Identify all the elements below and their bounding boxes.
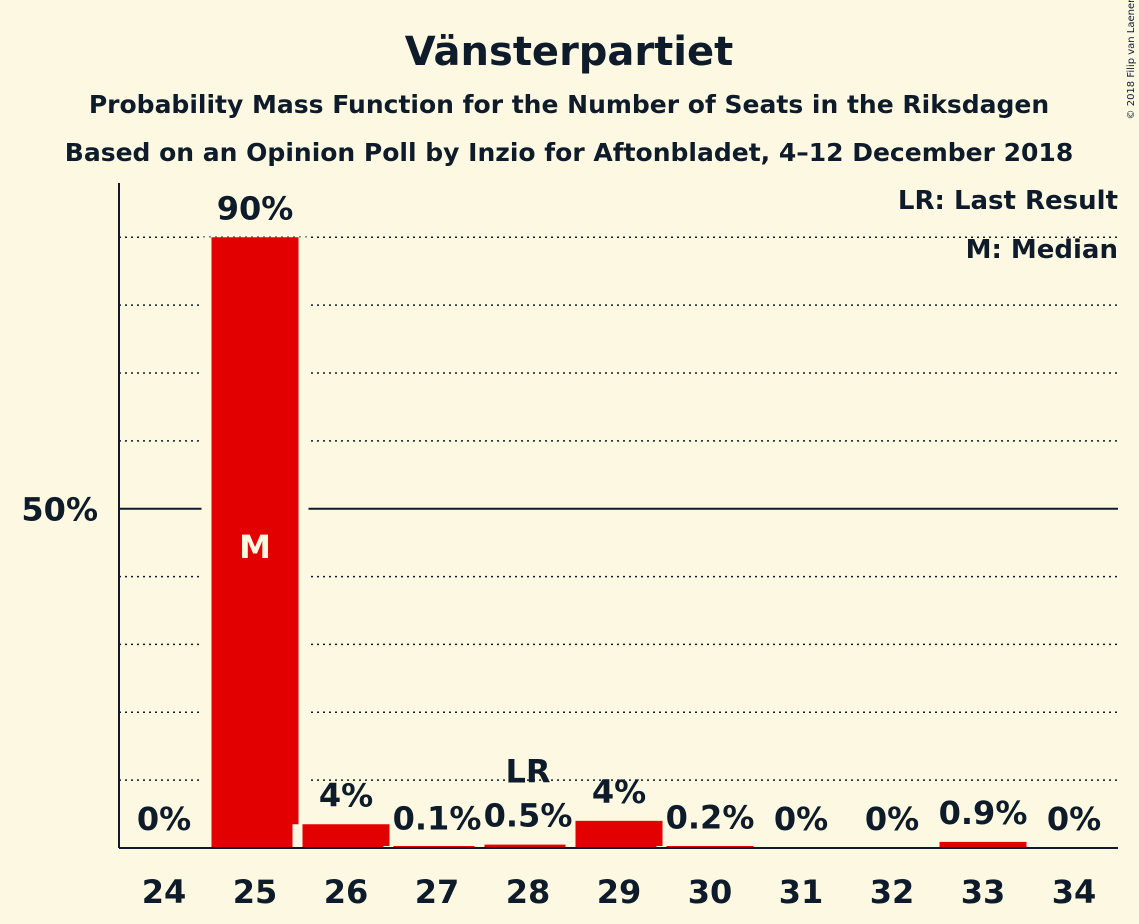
bar-seats-33 (939, 841, 1027, 848)
bars (201, 237, 1037, 849)
x-tick-label: 27 (415, 873, 460, 911)
value-label-34: 0% (1047, 800, 1101, 838)
x-tick-label: 32 (870, 873, 915, 911)
y-tick-label: 50% (21, 491, 98, 529)
value-label-25: 90% (217, 189, 294, 227)
last-result-marker: LR (505, 753, 550, 791)
bar-seats-25 (211, 237, 299, 849)
x-tick-label: 28 (506, 873, 551, 911)
value-label-29: 4% (592, 773, 646, 811)
x-tick-label: 31 (779, 873, 824, 911)
copyright-text: © 2018 Filip van Laenen (1126, 0, 1137, 119)
chart-subtitle-source: Based on an Opinion Poll by Inzio for Af… (65, 138, 1073, 167)
x-tick-label: 33 (961, 873, 1006, 911)
y-axis-ticks: 50% (21, 491, 98, 529)
value-label-31: 0% (774, 800, 828, 838)
gridlines (119, 236, 1118, 781)
median-marker: M (239, 528, 271, 566)
value-labels: 0% 90% M 4% 0.1% 0.5% LR 4% 0.2% 0% 0% 0.9% 0% (137, 189, 1101, 838)
value-label-27: 0.1% (393, 799, 482, 837)
bar-seats-26 (302, 824, 390, 848)
value-label-26: 4% (319, 776, 373, 814)
legend-last-result: LR: Last Result (898, 186, 1118, 216)
value-label-33: 0.9% (939, 794, 1028, 832)
bar-seats-29 (575, 820, 663, 848)
x-tick-label: 25 (233, 873, 278, 911)
x-tick-label: 24 (142, 873, 187, 911)
x-tick-label: 26 (324, 873, 369, 911)
x-tick-label: 34 (1052, 873, 1097, 911)
value-label-32: 0% (865, 800, 919, 838)
x-tick-label: 29 (597, 873, 642, 911)
value-label-24: 0% (137, 800, 191, 838)
legend-median: M: Median (966, 235, 1118, 265)
chart-subtitle: Probability Mass Function for the Number… (89, 90, 1049, 119)
x-tick-label: 30 (688, 873, 733, 911)
chart-title: Vänsterpartiet (405, 29, 733, 75)
value-label-28: 0.5% (484, 797, 573, 835)
bar-seats-28 (484, 844, 572, 848)
value-label-30: 0.2% (666, 799, 755, 837)
x-axis-ticks: 24 25 26 27 28 29 30 31 32 33 34 (142, 873, 1097, 911)
